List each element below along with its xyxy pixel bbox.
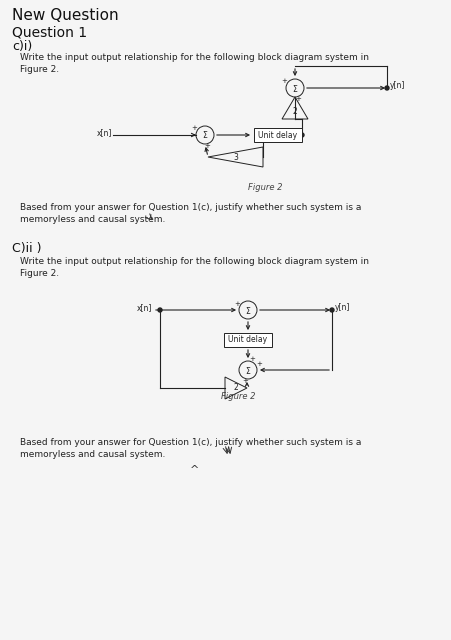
Text: Based from your answer for Question 1(c), justify whether such system is a
memor: Based from your answer for Question 1(c)… [20, 438, 361, 459]
Circle shape [299, 133, 304, 137]
Text: C)ii ): C)ii ) [12, 242, 41, 255]
Text: $\Sigma$: $\Sigma$ [244, 365, 251, 376]
Text: Unit delay: Unit delay [258, 131, 297, 140]
Text: Write the input output relationship for the following block diagram system in
Fi: Write the input output relationship for … [20, 257, 368, 278]
Text: +: + [281, 78, 286, 84]
Circle shape [329, 308, 333, 312]
Text: ^: ^ [190, 465, 199, 475]
Text: Based from your answer for Question 1(c), justify whether such system is a
memor: Based from your answer for Question 1(c)… [20, 203, 361, 224]
Circle shape [384, 86, 388, 90]
Text: c)i): c)i) [12, 40, 32, 53]
Text: Figure 2: Figure 2 [220, 392, 255, 401]
Text: y[n]: y[n] [389, 81, 405, 90]
Text: 2: 2 [233, 383, 238, 392]
Text: $\Sigma$: $\Sigma$ [244, 305, 251, 316]
Text: +: + [203, 143, 209, 149]
Text: Write the input output relationship for the following block diagram system in
Fi: Write the input output relationship for … [20, 53, 368, 74]
Text: +: + [249, 356, 254, 362]
Circle shape [260, 133, 264, 137]
Text: Figure 2: Figure 2 [247, 183, 281, 192]
Text: 3: 3 [233, 152, 237, 161]
Text: Unit delay: Unit delay [228, 335, 267, 344]
Bar [224, 333, 272, 347]
Text: +: + [242, 378, 248, 384]
Text: +: + [234, 301, 239, 307]
Text: +: + [295, 96, 300, 102]
Bar [253, 128, 301, 142]
Text: $\Sigma$: $\Sigma$ [291, 83, 298, 93]
Text: Question 1: Question 1 [12, 26, 87, 40]
Text: x[n]: x[n] [136, 303, 152, 312]
Circle shape [158, 308, 161, 312]
Text: x[n]: x[n] [97, 129, 112, 138]
Text: New Question: New Question [12, 8, 118, 23]
Text: 2: 2 [292, 106, 297, 115]
Text: +: + [191, 125, 197, 131]
Text: $\Sigma$: $\Sigma$ [202, 129, 208, 141]
Text: y[n]: y[n] [334, 303, 350, 312]
Text: +: + [256, 361, 262, 367]
